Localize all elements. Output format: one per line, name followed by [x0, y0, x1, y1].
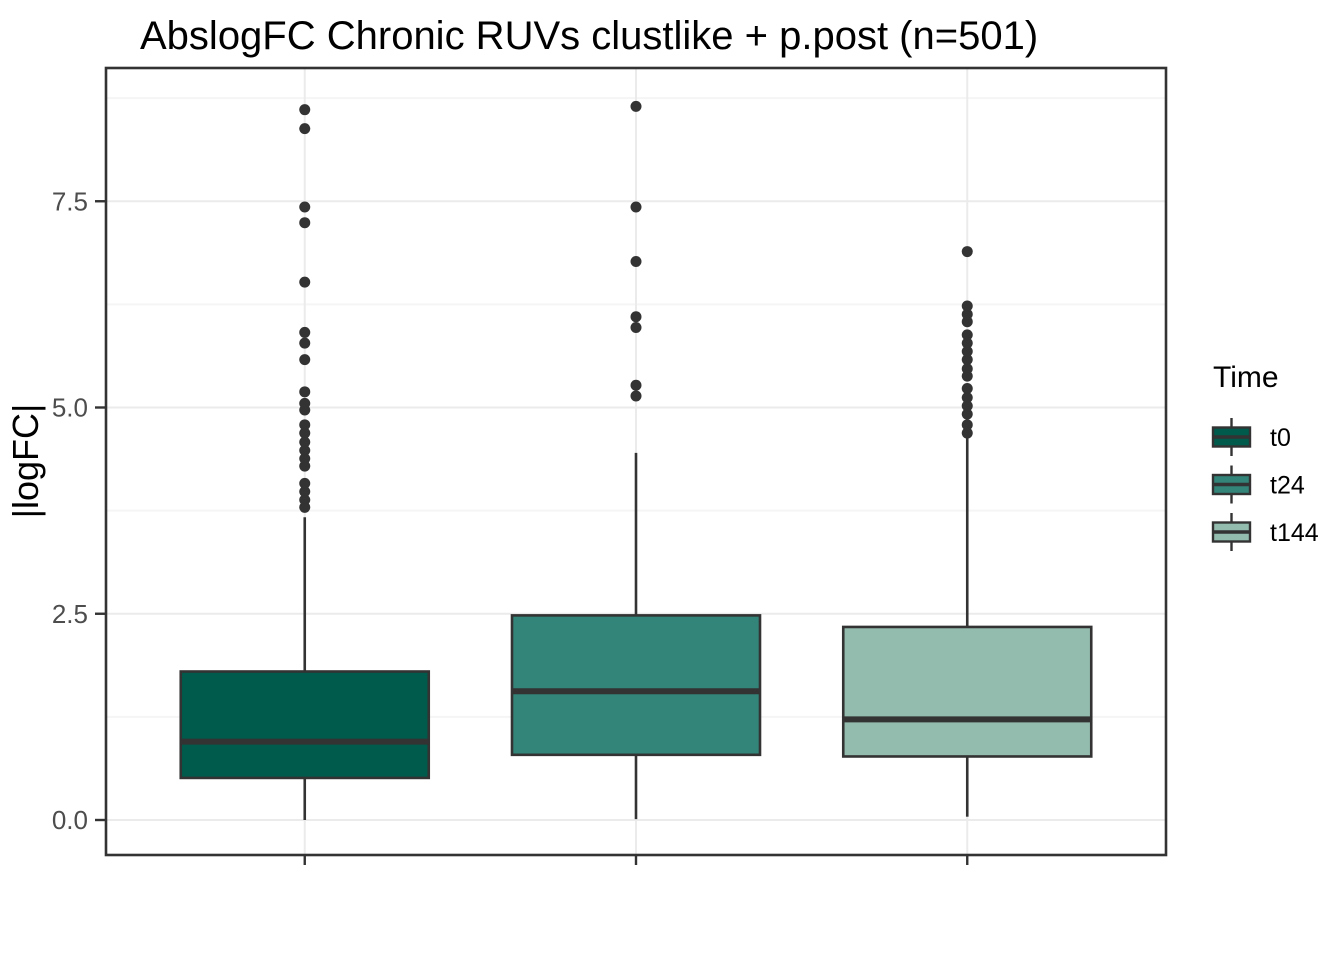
legend-item-t144: t144: [1211, 513, 1319, 551]
outlier-point-t24: [630, 100, 642, 112]
outlier-point-t0: [299, 123, 311, 135]
outlier-point-t0: [299, 419, 311, 431]
outlier-point-t144: [961, 246, 973, 258]
outlier-point-t0: [299, 397, 311, 409]
legend-item-t0: t0: [1211, 418, 1291, 456]
legend-item-t24: t24: [1211, 465, 1305, 504]
outlier-point-t24: [630, 255, 642, 267]
legend-item-label: t24: [1270, 472, 1305, 500]
outlier-point-t0: [299, 486, 311, 498]
outlier-point-t0: [299, 453, 311, 465]
outlier-point-t144: [961, 337, 973, 349]
outlier-point-t144: [961, 383, 973, 395]
outlier-point-t24: [630, 311, 642, 323]
y-axis-title: |logFC|: [5, 404, 46, 519]
outlier-point-t144: [961, 427, 973, 439]
outlier-point-t0: [299, 477, 311, 489]
legend-title: Time: [1213, 361, 1279, 394]
outlier-point-t0: [299, 444, 311, 456]
box-t0: [179, 670, 431, 780]
outlier-point-t24: [630, 201, 642, 213]
outlier-point-t0: [299, 326, 311, 338]
outlier-point-t144: [961, 363, 973, 375]
outlier-point-t0: [299, 337, 311, 349]
y-tick-label: 5.0: [52, 393, 88, 423]
y-tick-label: 7.5: [52, 186, 88, 216]
outlier-point-t144: [961, 408, 973, 420]
outlier-point-t24: [630, 379, 642, 391]
chart-title: AbslogFC Chronic RUVs clustlike + p.post…: [140, 14, 1038, 58]
box-t144: [841, 625, 1093, 758]
y-tick-label: 2.5: [52, 599, 88, 629]
outlier-point-t0: [299, 354, 311, 366]
outlier-point-t144: [961, 345, 973, 357]
legend: t0 t24 t144: [1211, 418, 1319, 551]
outlier-point-t0: [299, 217, 311, 229]
outlier-point-t0: [299, 104, 311, 116]
outlier-point-t144: [961, 419, 973, 431]
box-t24: [510, 614, 762, 757]
legend-item-label: t144: [1270, 519, 1319, 547]
legend-item-label: t0: [1270, 424, 1291, 452]
outlier-point-t0: [299, 436, 311, 448]
outlier-point-t0: [299, 494, 311, 506]
outlier-point-t0: [299, 201, 311, 213]
plot-panel: 0.0 2.5 5.0 7.5: [52, 66, 1168, 865]
outlier-point-t144: [961, 308, 973, 320]
outlier-point-t144: [961, 354, 973, 366]
outlier-point-t24: [630, 321, 642, 333]
outlier-point-t144: [961, 400, 973, 412]
outlier-point-t144: [961, 329, 973, 341]
outlier-point-t144: [961, 392, 973, 404]
outlier-point-t0: [299, 427, 311, 439]
y-tick-label: 0.0: [52, 805, 88, 835]
outlier-point-t144: [961, 300, 973, 312]
outlier-point-t0: [299, 276, 311, 288]
outlier-point-t24: [630, 390, 642, 402]
outlier-point-t0: [299, 386, 311, 398]
